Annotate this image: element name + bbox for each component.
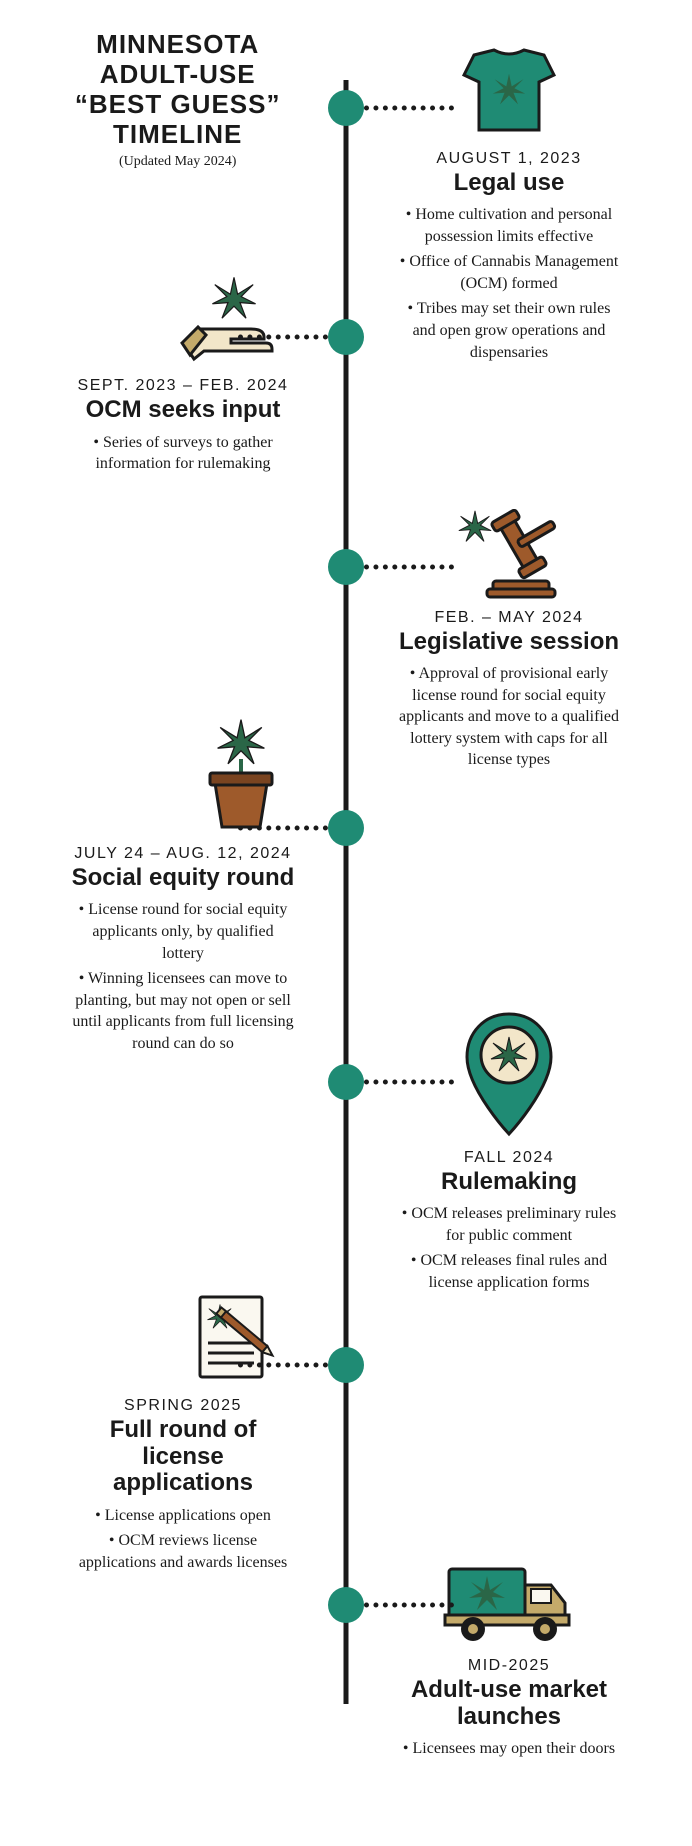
event-bullets: OCM releases preliminary rules for publi… <box>396 1203 622 1293</box>
event-title: Adult-use market launches <box>396 1677 622 1730</box>
document-pencil-icon <box>70 1287 296 1387</box>
timeline-node <box>328 1587 364 1623</box>
event-title: Legislative session <box>396 629 622 655</box>
event-title: OCM seeks input <box>70 397 296 423</box>
bullet-item: License applications open <box>70 1505 296 1527</box>
event-date: SPRING 2025 <box>70 1397 296 1415</box>
event-date: JULY 24 – AUG. 12, 2024 <box>70 845 296 863</box>
timeline-container: MINNESOTA ADULT-USE “BEST GUESS” TIMELIN… <box>40 30 652 1764</box>
timeline-node <box>328 810 364 846</box>
connector-dots <box>364 564 454 569</box>
event-date: MID-2025 <box>396 1657 622 1675</box>
bullet-item: Licensees may open their doors <box>396 1738 622 1760</box>
event-title: Rulemaking <box>396 1169 622 1195</box>
event-title: Full round of license applications <box>70 1417 296 1496</box>
event-title: Legal use <box>396 170 622 196</box>
map-pin-leaf-icon <box>396 1009 622 1139</box>
bullet-item: License round for social equity applican… <box>70 899 296 964</box>
hand-leaf-icon <box>70 277 296 367</box>
gavel-leaf-icon <box>396 509 622 599</box>
event-date: SEPT. 2023 – FEB. 2024 <box>70 377 296 395</box>
timeline-node <box>328 1347 364 1383</box>
connector-dots <box>364 1603 454 1608</box>
event-date: FALL 2024 <box>396 1149 622 1167</box>
connector-dots <box>238 335 328 340</box>
event-bullets: Series of surveys to gather information … <box>70 432 296 475</box>
event-date: AUGUST 1, 2023 <box>396 150 622 168</box>
timeline-node <box>328 319 364 355</box>
connector-dots <box>238 1363 328 1368</box>
tshirt-leaf-icon <box>396 40 622 140</box>
connector-dots <box>238 826 328 831</box>
bullet-item: OCM releases preliminary rules for publi… <box>396 1203 622 1246</box>
bullet-item: Home cultivation and personal possession… <box>396 204 622 247</box>
pot-plant-icon <box>70 715 296 835</box>
connector-dots <box>364 1079 454 1084</box>
bullet-item: Series of surveys to gather information … <box>70 432 296 475</box>
event-bullets: Licensees may open their doors <box>396 1738 622 1760</box>
event-date: FEB. – MAY 2024 <box>396 609 622 627</box>
timeline-node <box>328 549 364 585</box>
timeline-node <box>328 1064 364 1100</box>
connector-dots <box>364 105 454 110</box>
event-title: Social equity round <box>70 865 296 891</box>
timeline-node <box>328 90 364 126</box>
